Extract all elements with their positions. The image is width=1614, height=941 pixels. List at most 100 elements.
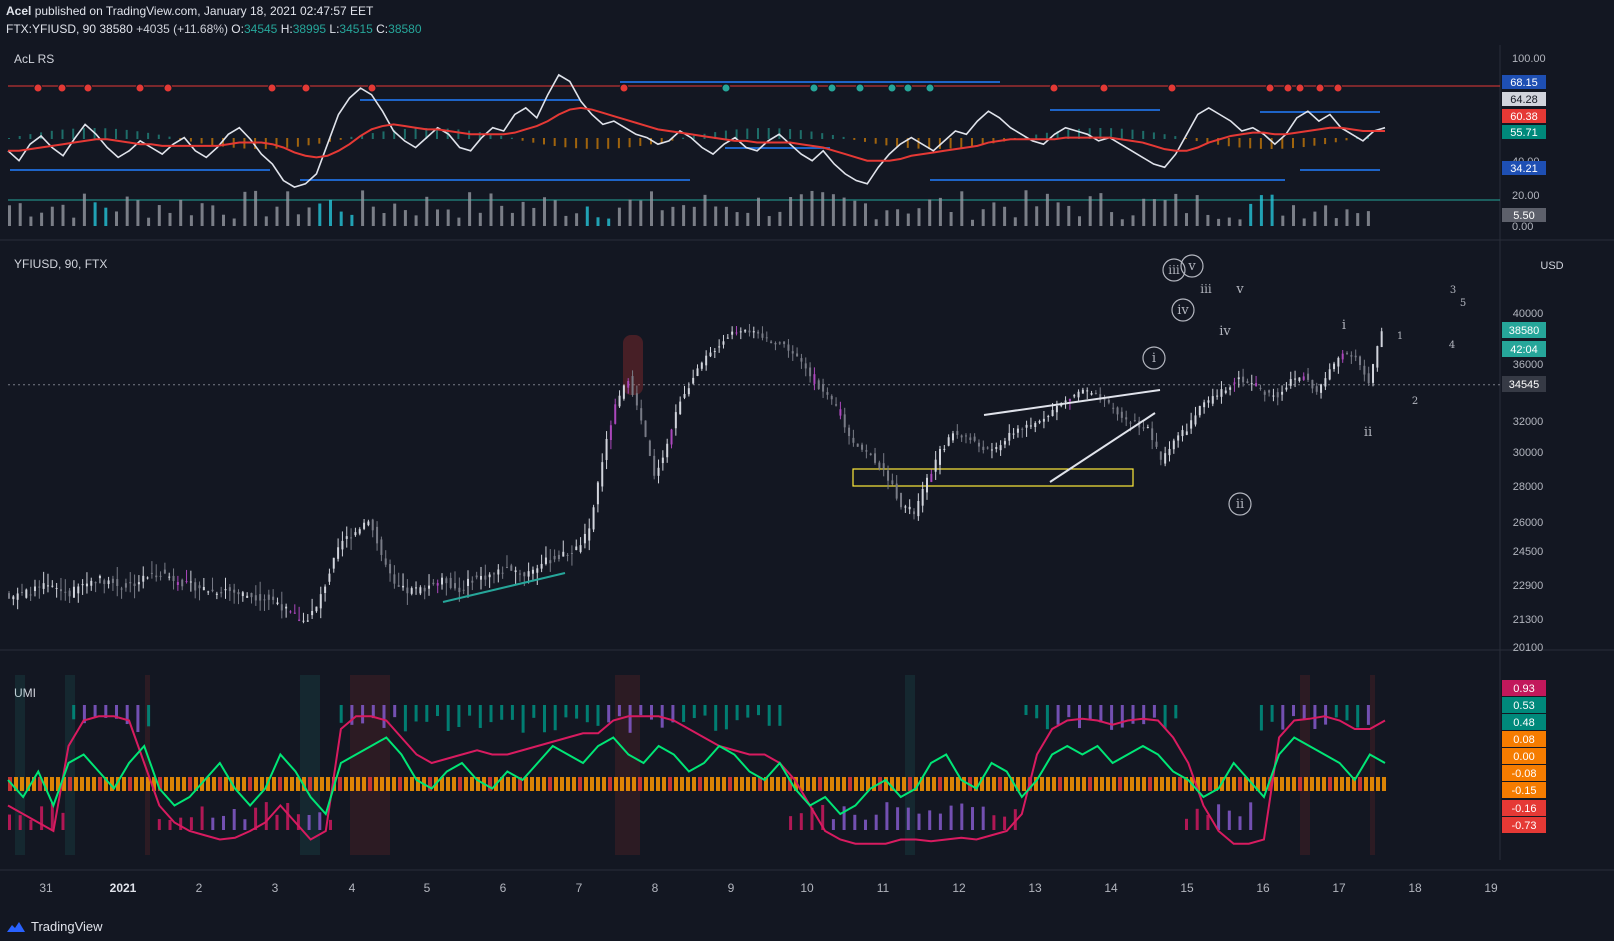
- rs-volume-bar: [1174, 193, 1178, 226]
- price-candle: [648, 440, 651, 456]
- price-candle: [631, 376, 634, 396]
- price-candle: [150, 572, 153, 574]
- price-candle: [1181, 430, 1184, 437]
- rs-volume-bar: [168, 212, 172, 226]
- rs-momentum-bar: [8, 138, 10, 139]
- price-candle: [492, 573, 495, 575]
- umi-histogram-bar: [286, 802, 290, 830]
- umi-histogram-bar: [82, 705, 86, 724]
- rs-momentum-bar: [1099, 128, 1102, 139]
- price-candle: [341, 540, 344, 550]
- author-name[interactable]: Acel: [6, 4, 32, 18]
- umi-center-band: [1214, 777, 1218, 791]
- price-candle: [1311, 379, 1314, 389]
- umi-histogram-bar: [874, 814, 878, 830]
- price-candle: [1354, 355, 1357, 358]
- price-candle: [146, 577, 149, 579]
- price-candle: [449, 577, 452, 588]
- rs-volume-bar: [1238, 219, 1242, 226]
- price-candle: [1099, 394, 1102, 400]
- price-candle: [1233, 382, 1236, 384]
- rs-signal-dot: [83, 83, 93, 93]
- rs-momentum-bar: [810, 131, 813, 139]
- rs-momentum-bar: [1024, 136, 1027, 139]
- umi-histogram-bar: [446, 705, 450, 731]
- umi-center-band: [656, 777, 660, 791]
- rs-volume-bar: [1259, 195, 1263, 226]
- price-candle: [367, 521, 370, 526]
- rs-momentum-bar: [575, 138, 578, 149]
- rs-volume-bar: [1366, 211, 1370, 226]
- price-candle: [700, 362, 703, 369]
- rs-value-badge: [1502, 109, 1546, 123]
- umi-histogram-bar: [1035, 705, 1039, 719]
- rs-volume-bar: [874, 219, 878, 226]
- price-candle: [1376, 346, 1379, 368]
- umi-center-band: [956, 777, 960, 791]
- umi-series-line-1: [7, 736, 1386, 817]
- price-candle: [869, 453, 872, 456]
- price-candle: [116, 579, 119, 587]
- umi-center-band: [854, 777, 858, 791]
- umi-center-band: [62, 777, 66, 791]
- price-candle: [324, 586, 327, 593]
- price-candle: [155, 575, 158, 578]
- price-badge-text: 42:04: [1510, 344, 1538, 356]
- rs-momentum-bar: [1238, 138, 1241, 148]
- umi-center-band: [1148, 777, 1152, 791]
- umi-histogram-bar: [478, 705, 482, 728]
- rs-signal-dot: [57, 83, 67, 93]
- umi-center-band: [638, 777, 642, 791]
- price-candle: [1047, 416, 1050, 418]
- price-candle: [1151, 428, 1154, 441]
- price-candle: [475, 575, 478, 578]
- rs-value-badge: [1502, 161, 1546, 175]
- umi-histogram-bar: [403, 705, 407, 732]
- rs-volume-bar: [286, 191, 290, 226]
- umi-histogram-bar: [757, 705, 760, 716]
- price-candle: [570, 552, 573, 554]
- price-candle: [977, 442, 980, 447]
- umi-center-band: [578, 777, 582, 791]
- rs-momentum-bar: [724, 130, 727, 139]
- umi-histogram-bar: [799, 813, 803, 830]
- rs-volume-bar: [617, 207, 621, 226]
- umi-histogram-bar: [1099, 705, 1103, 723]
- chart-canvas[interactable]: AcL RS 100.00 4 0.00 20.00 0.00 68.15 64.28 60.3…: [0, 0, 1614, 913]
- tradingview-logo[interactable]: TradingView: [6, 919, 103, 934]
- price-candle: [185, 581, 188, 583]
- umi-pane-title: UMI: [14, 686, 36, 700]
- umi-value-badge-text: 0.48: [1513, 717, 1534, 729]
- price-candle: [774, 342, 777, 345]
- rs-pane-title: AcL RS: [14, 52, 54, 66]
- price-candle: [1003, 441, 1006, 445]
- umi-histogram-bar: [1013, 809, 1017, 830]
- price-candle: [345, 536, 348, 539]
- umi-center-band: [1268, 777, 1272, 791]
- rs-momentum-bar: [1088, 128, 1091, 139]
- rs-momentum-bar: [521, 138, 524, 141]
- umi-center-band: [1304, 777, 1308, 791]
- rs-volume-bar: [521, 201, 525, 226]
- rs-volume-bar: [125, 196, 129, 226]
- umi-histogram-bar: [468, 705, 472, 716]
- umi-histogram-bar: [125, 705, 129, 725]
- price-candle: [705, 355, 708, 366]
- price-candle: [856, 443, 859, 447]
- umi-histogram-bar: [318, 812, 322, 830]
- rs-momentum-bar: [1056, 131, 1059, 139]
- time-axis-tick: 8: [652, 881, 659, 895]
- rs-volume-bar: [810, 190, 814, 226]
- rs-volume-bar: [767, 216, 771, 226]
- rs-volume-bar: [992, 202, 996, 226]
- rs-momentum-bar: [928, 138, 931, 149]
- umi-center-band: [1154, 777, 1158, 791]
- umi-histogram-bar: [104, 705, 108, 718]
- price-candle: [1055, 405, 1058, 413]
- rs-momentum-bar: [489, 133, 492, 139]
- rs-volume-bar: [318, 203, 322, 226]
- rs-volume-bar: [938, 197, 942, 226]
- umi-histogram-bar: [703, 705, 707, 716]
- umi-center-band: [1016, 777, 1020, 791]
- price-candle: [900, 492, 903, 508]
